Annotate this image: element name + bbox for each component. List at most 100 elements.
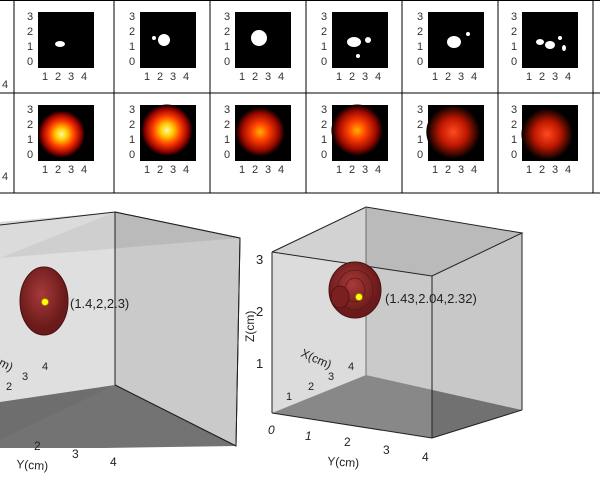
top-panel-1-xtick: 2 <box>55 71 61 83</box>
bottom-panel-1-xtick: 2 <box>55 164 61 176</box>
blob-shape <box>558 36 562 40</box>
bottom-panel-1-ytick: 1 <box>27 134 33 146</box>
heat-blob <box>331 104 383 156</box>
x-tick-1: 1 <box>286 391 292 403</box>
bottom-panel-6-xtick: 4 <box>565 164 571 176</box>
bottom-panel-1-xtick: 4 <box>81 164 87 176</box>
top-panel-2-ytick: 1 <box>129 41 135 53</box>
top-panel-6-xtick: 2 <box>539 71 545 83</box>
tumor-right <box>328 261 382 319</box>
y-tick-4: 4 <box>422 450 429 464</box>
top-panel-4-ytick: 0 <box>321 56 327 68</box>
y-tick-1: 1 <box>305 429 312 443</box>
y-tick-left-4: 4 <box>110 455 117 469</box>
heat-blob <box>38 110 86 158</box>
point-label-right: (1.43,2.04,2.32) <box>385 291 477 306</box>
z-tick-3: 3 <box>256 252 263 267</box>
x-tick-2: 2 <box>308 381 314 393</box>
top-panel-5-ytick: 2 <box>417 26 423 38</box>
bottom-panel-4-xtick: 2 <box>349 164 355 176</box>
bottom-panel-4-xtick: 3 <box>362 164 368 176</box>
bottom-panel-2-xtick: 2 <box>157 164 163 176</box>
blob-shape <box>536 39 544 45</box>
bottom-panel-5-ytick: 2 <box>417 119 423 131</box>
top-panel-5-ytick: 0 <box>417 56 423 68</box>
y-axis-label-left: Y(cm) <box>16 457 49 473</box>
top-panel-5-ytick: 1 <box>417 41 423 53</box>
top-panel-3-ytick: 1 <box>224 41 230 53</box>
top-panel-5-xtick: 3 <box>458 71 464 83</box>
top-panel-3-ytick: 3 <box>224 11 230 23</box>
bottom-panel-3-xtick: 4 <box>278 164 284 176</box>
top-panel-6-ytick: 2 <box>511 26 517 38</box>
blob-shape <box>365 37 371 43</box>
top-panel-3-xtick: 4 <box>278 71 284 83</box>
top-panel-6-xtick: 1 <box>526 71 532 83</box>
binary-panel-background <box>522 12 578 68</box>
top-panel-2-ytick: 2 <box>129 26 135 38</box>
top-panel-3-ytick: 0 <box>224 56 230 68</box>
top-panel-6-xtick: 4 <box>565 71 571 83</box>
bottom-panel-3-ytick: 3 <box>224 104 230 116</box>
bottom-panel-5-ytick: 1 <box>417 134 423 146</box>
bottom-panel-3-xtick: 1 <box>239 164 245 176</box>
blob-shape <box>251 30 267 46</box>
bottom-panel-1-xtick: 1 <box>42 164 48 176</box>
z-tick-1: 1 <box>256 356 263 371</box>
bottom-panel-2-ytick: 0 <box>129 149 135 161</box>
top-panel-1-ytick: 1 <box>27 41 33 53</box>
top-panel-2-xtick: 4 <box>183 71 189 83</box>
top-panel-3-ytick: 2 <box>224 26 230 38</box>
top-panel-6-ytick: 0 <box>511 56 517 68</box>
top-panel-5-ytick: 3 <box>417 11 423 23</box>
blob-shape <box>545 41 555 49</box>
bottom-panel-2-xtick: 1 <box>144 164 150 176</box>
bottom-panel-2-ytick: 2 <box>129 119 135 131</box>
y-tick-0: 0 <box>268 423 275 437</box>
bottom-panel-1-xtick: 3 <box>68 164 74 176</box>
bottom-panel-1-ytick: 2 <box>27 119 33 131</box>
bottom-panel-6-xtick: 2 <box>539 164 545 176</box>
top-panel-2-ytick: 3 <box>129 11 135 23</box>
x-tick-4: 4 <box>348 361 354 373</box>
y-tick-left-3: 3 <box>72 447 79 461</box>
bottom-panel-3-xtick: 3 <box>265 164 271 176</box>
blob-shape <box>158 34 170 46</box>
svg-text:4: 4 <box>2 79 8 91</box>
svg-text:4: 4 <box>2 171 8 183</box>
bottom-panel-1-ytick: 3 <box>27 104 33 116</box>
top-panel-5-xtick: 2 <box>445 71 451 83</box>
top-panel-4-xtick: 4 <box>375 71 381 83</box>
bottom-panel-6-ytick: 1 <box>511 134 517 146</box>
heat-blob <box>235 107 285 157</box>
z-axis-label: Z(cm) <box>243 311 257 342</box>
blob-shape <box>447 36 461 48</box>
bottom-panel-6-xtick: 3 <box>552 164 558 176</box>
cube-right: (1.43,2.04,2.32) 3 2 1 Z(cm) X(cm) 1 2 3… <box>243 206 524 470</box>
top-panel-2-ytick: 0 <box>129 56 135 68</box>
bottom-panel-5-xtick: 3 <box>458 164 464 176</box>
bottom-panel-4-ytick: 2 <box>321 119 327 131</box>
blob-shape <box>347 37 361 47</box>
bottom-panel-5-ytick: 3 <box>417 104 423 116</box>
blob-shape <box>55 41 65 47</box>
blob-shape <box>562 45 566 51</box>
bottom-panel-1-ytick: 0 <box>27 149 33 161</box>
bottom-panel-5-xtick: 1 <box>432 164 438 176</box>
top-panel-1-xtick: 1 <box>42 71 48 83</box>
y-axis-label-right: Y(cm) <box>327 454 360 470</box>
top-panel-6-ytick: 3 <box>511 11 517 23</box>
bottom-panel-4-ytick: 3 <box>321 104 327 116</box>
top-panel-4-ytick: 3 <box>321 11 327 23</box>
y-tick-2: 2 <box>344 435 351 449</box>
top-panel-5-xtick: 4 <box>471 71 477 83</box>
bottom-panel-3-ytick: 1 <box>224 134 230 146</box>
